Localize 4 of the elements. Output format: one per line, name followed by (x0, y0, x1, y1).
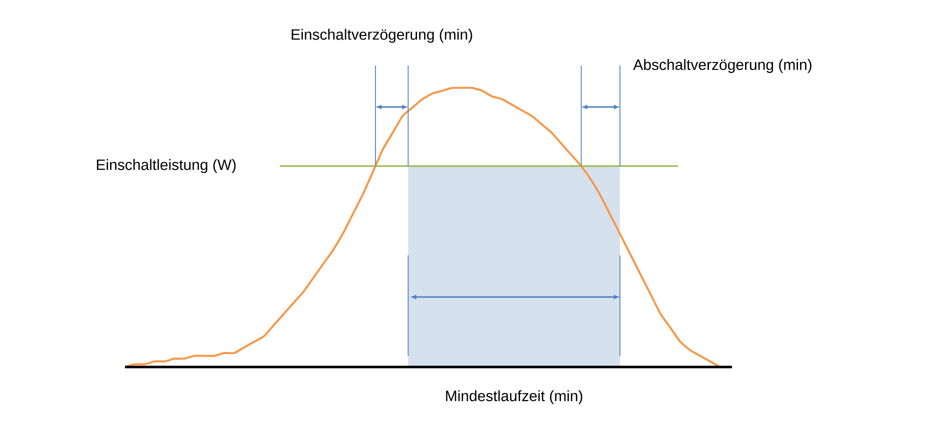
text: Einschaltverzögerung (min) (292, 28, 472, 43)
text: Abschaltverzögerung (min) (633, 59, 812, 73)
text: Mindestlaufzeit (min) (446, 390, 582, 404)
ref-line-label: Einschaltleistung (W) (96, 159, 236, 174)
